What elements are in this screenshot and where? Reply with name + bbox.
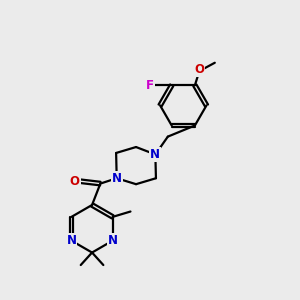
Text: O: O	[70, 175, 80, 188]
Text: N: N	[66, 234, 76, 247]
Text: N: N	[112, 172, 122, 185]
Text: N: N	[150, 148, 160, 161]
Text: O: O	[194, 63, 204, 76]
Text: N: N	[108, 234, 118, 247]
Text: F: F	[146, 79, 154, 92]
